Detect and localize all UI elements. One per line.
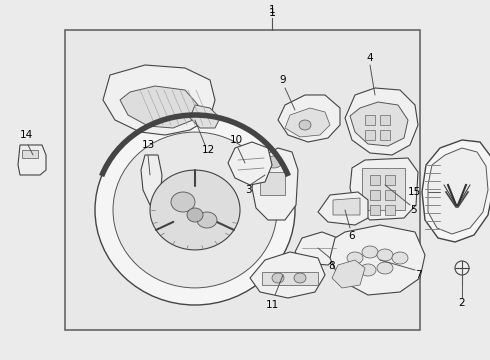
Polygon shape (103, 65, 215, 135)
Text: 13: 13 (142, 140, 155, 150)
Polygon shape (350, 158, 418, 220)
Polygon shape (228, 142, 272, 185)
Ellipse shape (360, 264, 376, 276)
Polygon shape (262, 272, 318, 285)
Polygon shape (350, 102, 408, 146)
Polygon shape (385, 175, 395, 185)
Polygon shape (370, 190, 380, 200)
Polygon shape (332, 260, 365, 288)
Text: 1: 1 (269, 8, 275, 18)
Text: 12: 12 (201, 145, 215, 155)
Text: 11: 11 (266, 300, 279, 310)
Polygon shape (252, 148, 298, 220)
Ellipse shape (266, 156, 282, 168)
Polygon shape (385, 190, 395, 200)
Polygon shape (18, 145, 46, 175)
Ellipse shape (294, 273, 306, 283)
Ellipse shape (150, 170, 240, 250)
Polygon shape (190, 105, 220, 128)
Text: 9: 9 (280, 75, 286, 85)
Ellipse shape (272, 273, 284, 283)
Text: 7: 7 (415, 270, 421, 280)
Polygon shape (362, 168, 405, 210)
Polygon shape (345, 88, 418, 155)
Polygon shape (380, 115, 390, 125)
Polygon shape (330, 225, 425, 295)
Text: 10: 10 (229, 135, 243, 145)
Polygon shape (380, 130, 390, 140)
Text: 14: 14 (20, 130, 33, 140)
Polygon shape (385, 205, 395, 215)
Polygon shape (260, 172, 285, 195)
Ellipse shape (171, 192, 195, 212)
Polygon shape (370, 175, 380, 185)
Text: 6: 6 (349, 231, 355, 241)
Ellipse shape (113, 132, 277, 288)
Polygon shape (428, 148, 488, 234)
Ellipse shape (392, 252, 408, 264)
Ellipse shape (299, 120, 311, 130)
Polygon shape (365, 130, 375, 140)
Text: 1: 1 (269, 5, 275, 15)
Text: 3: 3 (245, 185, 251, 195)
Polygon shape (250, 252, 325, 298)
Ellipse shape (377, 262, 393, 274)
Ellipse shape (362, 246, 378, 258)
Polygon shape (422, 140, 490, 242)
Polygon shape (141, 155, 162, 205)
Ellipse shape (347, 252, 363, 264)
Ellipse shape (197, 212, 217, 228)
Polygon shape (333, 198, 360, 215)
Ellipse shape (377, 249, 393, 261)
Polygon shape (285, 108, 330, 137)
Polygon shape (370, 205, 380, 215)
Ellipse shape (95, 115, 295, 305)
Text: 2: 2 (459, 298, 466, 308)
Polygon shape (65, 30, 420, 330)
Text: 4: 4 (367, 53, 373, 63)
Polygon shape (278, 95, 340, 142)
Polygon shape (120, 86, 198, 128)
Polygon shape (22, 150, 38, 158)
Text: 8: 8 (329, 261, 335, 271)
Polygon shape (295, 232, 340, 265)
Text: 5: 5 (410, 205, 416, 215)
Polygon shape (365, 115, 375, 125)
Ellipse shape (187, 208, 203, 222)
Polygon shape (318, 192, 368, 225)
Text: 15: 15 (407, 187, 420, 197)
Ellipse shape (455, 261, 469, 275)
